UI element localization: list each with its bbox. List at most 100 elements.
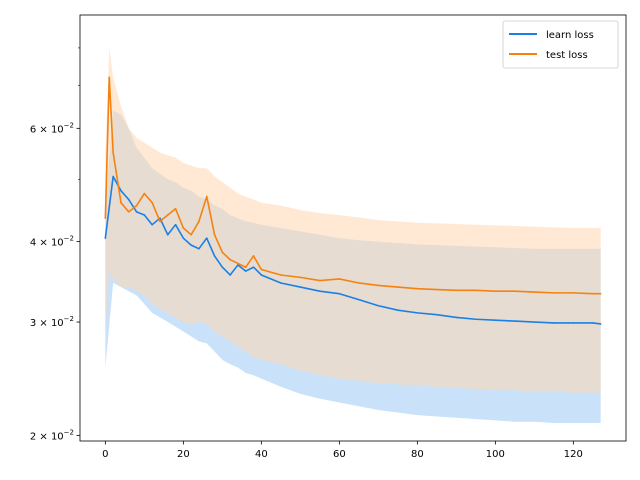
test-loss-point [319, 279, 321, 282]
x-tick-label: 0 [102, 449, 108, 460]
test-loss-point [159, 220, 161, 223]
learn-loss-point [455, 316, 458, 319]
test-loss-point [572, 292, 575, 294]
legend: learn loss test loss [502, 20, 619, 69]
test-loss-point [229, 258, 231, 261]
learn-loss-point [135, 211, 138, 213]
learn-loss-point [553, 322, 555, 324]
learn-loss-point [358, 298, 360, 301]
x-axis: 0 20 40 60 80 100 120 [102, 441, 583, 460]
learn-loss-point [533, 321, 536, 323]
learn-loss-point [244, 270, 247, 272]
learn-loss-point [494, 319, 497, 321]
test-loss-point [205, 195, 208, 198]
learn-loss-point [151, 223, 153, 226]
test-loss-point [112, 151, 114, 154]
test-loss-point [221, 251, 224, 254]
test-loss-point [599, 292, 602, 295]
test-loss-point [475, 289, 477, 292]
learn-loss-point [120, 189, 122, 192]
learn-loss-point [319, 290, 321, 293]
learn-loss-point [221, 266, 224, 269]
learn-loss-point [182, 237, 185, 239]
learn-loss-point [475, 318, 477, 321]
series-lines [104, 76, 602, 325]
learn-loss-point [127, 198, 130, 201]
test-loss-point [198, 220, 200, 223]
learn-loss-point [260, 274, 263, 276]
test-loss-point [174, 207, 177, 210]
test-loss-point [299, 276, 302, 279]
y-tick-label: 4 × 10−2 [30, 235, 74, 249]
test-loss-point [143, 192, 146, 195]
learn-loss-point [190, 244, 192, 246]
learn-loss-point [599, 323, 602, 325]
test-loss-point [182, 227, 185, 229]
learn-loss-point [166, 233, 169, 236]
test-loss-point [190, 233, 192, 236]
test-loss-band [105, 47, 601, 393]
test-loss-points [104, 76, 602, 295]
learn-loss-point [377, 304, 380, 307]
y-axis: 2 × 10−2 3 × 10−2 4 × 10−2 6 × 10−2 [30, 47, 80, 442]
confidence-bands [105, 47, 601, 424]
test-loss-point [455, 289, 458, 292]
test-loss-point [135, 204, 138, 207]
test-loss-point [104, 217, 107, 219]
learn-loss-point [174, 223, 177, 226]
y-tick-label: 6 × 10−2 [30, 121, 74, 135]
test-loss-point [358, 282, 360, 284]
x-tick-label: 120 [564, 449, 583, 460]
test-loss-point [494, 290, 497, 293]
learn-loss-point [198, 247, 200, 250]
learn-loss-point [104, 237, 107, 239]
plot-frame [79, 14, 627, 442]
x-tick-label: 20 [177, 449, 190, 460]
test-loss-point [213, 233, 216, 236]
learn-loss-point [514, 320, 516, 322]
learn-loss-point [436, 313, 438, 316]
learn-loss-point [572, 322, 575, 324]
test-loss-line [104, 76, 601, 295]
test-loss-point [166, 214, 169, 216]
x-tick-label: 40 [255, 449, 268, 460]
x-tick-label: 80 [411, 449, 424, 460]
learn-loss-point [338, 292, 341, 295]
test-loss-point [108, 76, 111, 79]
learn-loss-points [104, 175, 602, 325]
test-loss-point [120, 201, 122, 204]
x-tick-label: 100 [486, 449, 505, 460]
test-loss-point [244, 266, 247, 269]
test-loss-point [338, 278, 341, 280]
test-loss-point [237, 262, 239, 265]
test-loss-point [260, 268, 263, 271]
test-loss-point [151, 201, 153, 204]
test-loss-point [553, 292, 555, 294]
test-loss-point [280, 274, 282, 276]
learn-loss-point [280, 282, 282, 284]
test-loss-point [377, 284, 380, 287]
y-tick-label: 3 × 10−2 [30, 315, 74, 329]
learn-loss-point [592, 322, 594, 324]
test-loss-point [416, 287, 419, 290]
learn-loss-point [237, 264, 239, 266]
y-tick-label: 2 × 10−2 [30, 428, 74, 442]
test-loss-point [514, 290, 516, 293]
test-loss-point [436, 288, 438, 291]
learn-loss-point [252, 266, 255, 269]
learn-loss-point [416, 312, 419, 314]
learn-loss-point [397, 309, 399, 311]
learn-loss-point [229, 274, 231, 276]
test-loss-point [252, 255, 255, 257]
test-loss-point [397, 286, 399, 288]
learn-loss-point [112, 175, 114, 178]
test-loss-point [127, 211, 130, 213]
learn-loss-point [143, 214, 146, 216]
legend-label: learn loss [546, 30, 594, 41]
test-loss-point [533, 291, 536, 293]
x-tick-label: 60 [333, 449, 346, 460]
test-loss-point [592, 292, 594, 295]
learn-loss-point [299, 286, 302, 288]
legend-box [502, 20, 619, 69]
